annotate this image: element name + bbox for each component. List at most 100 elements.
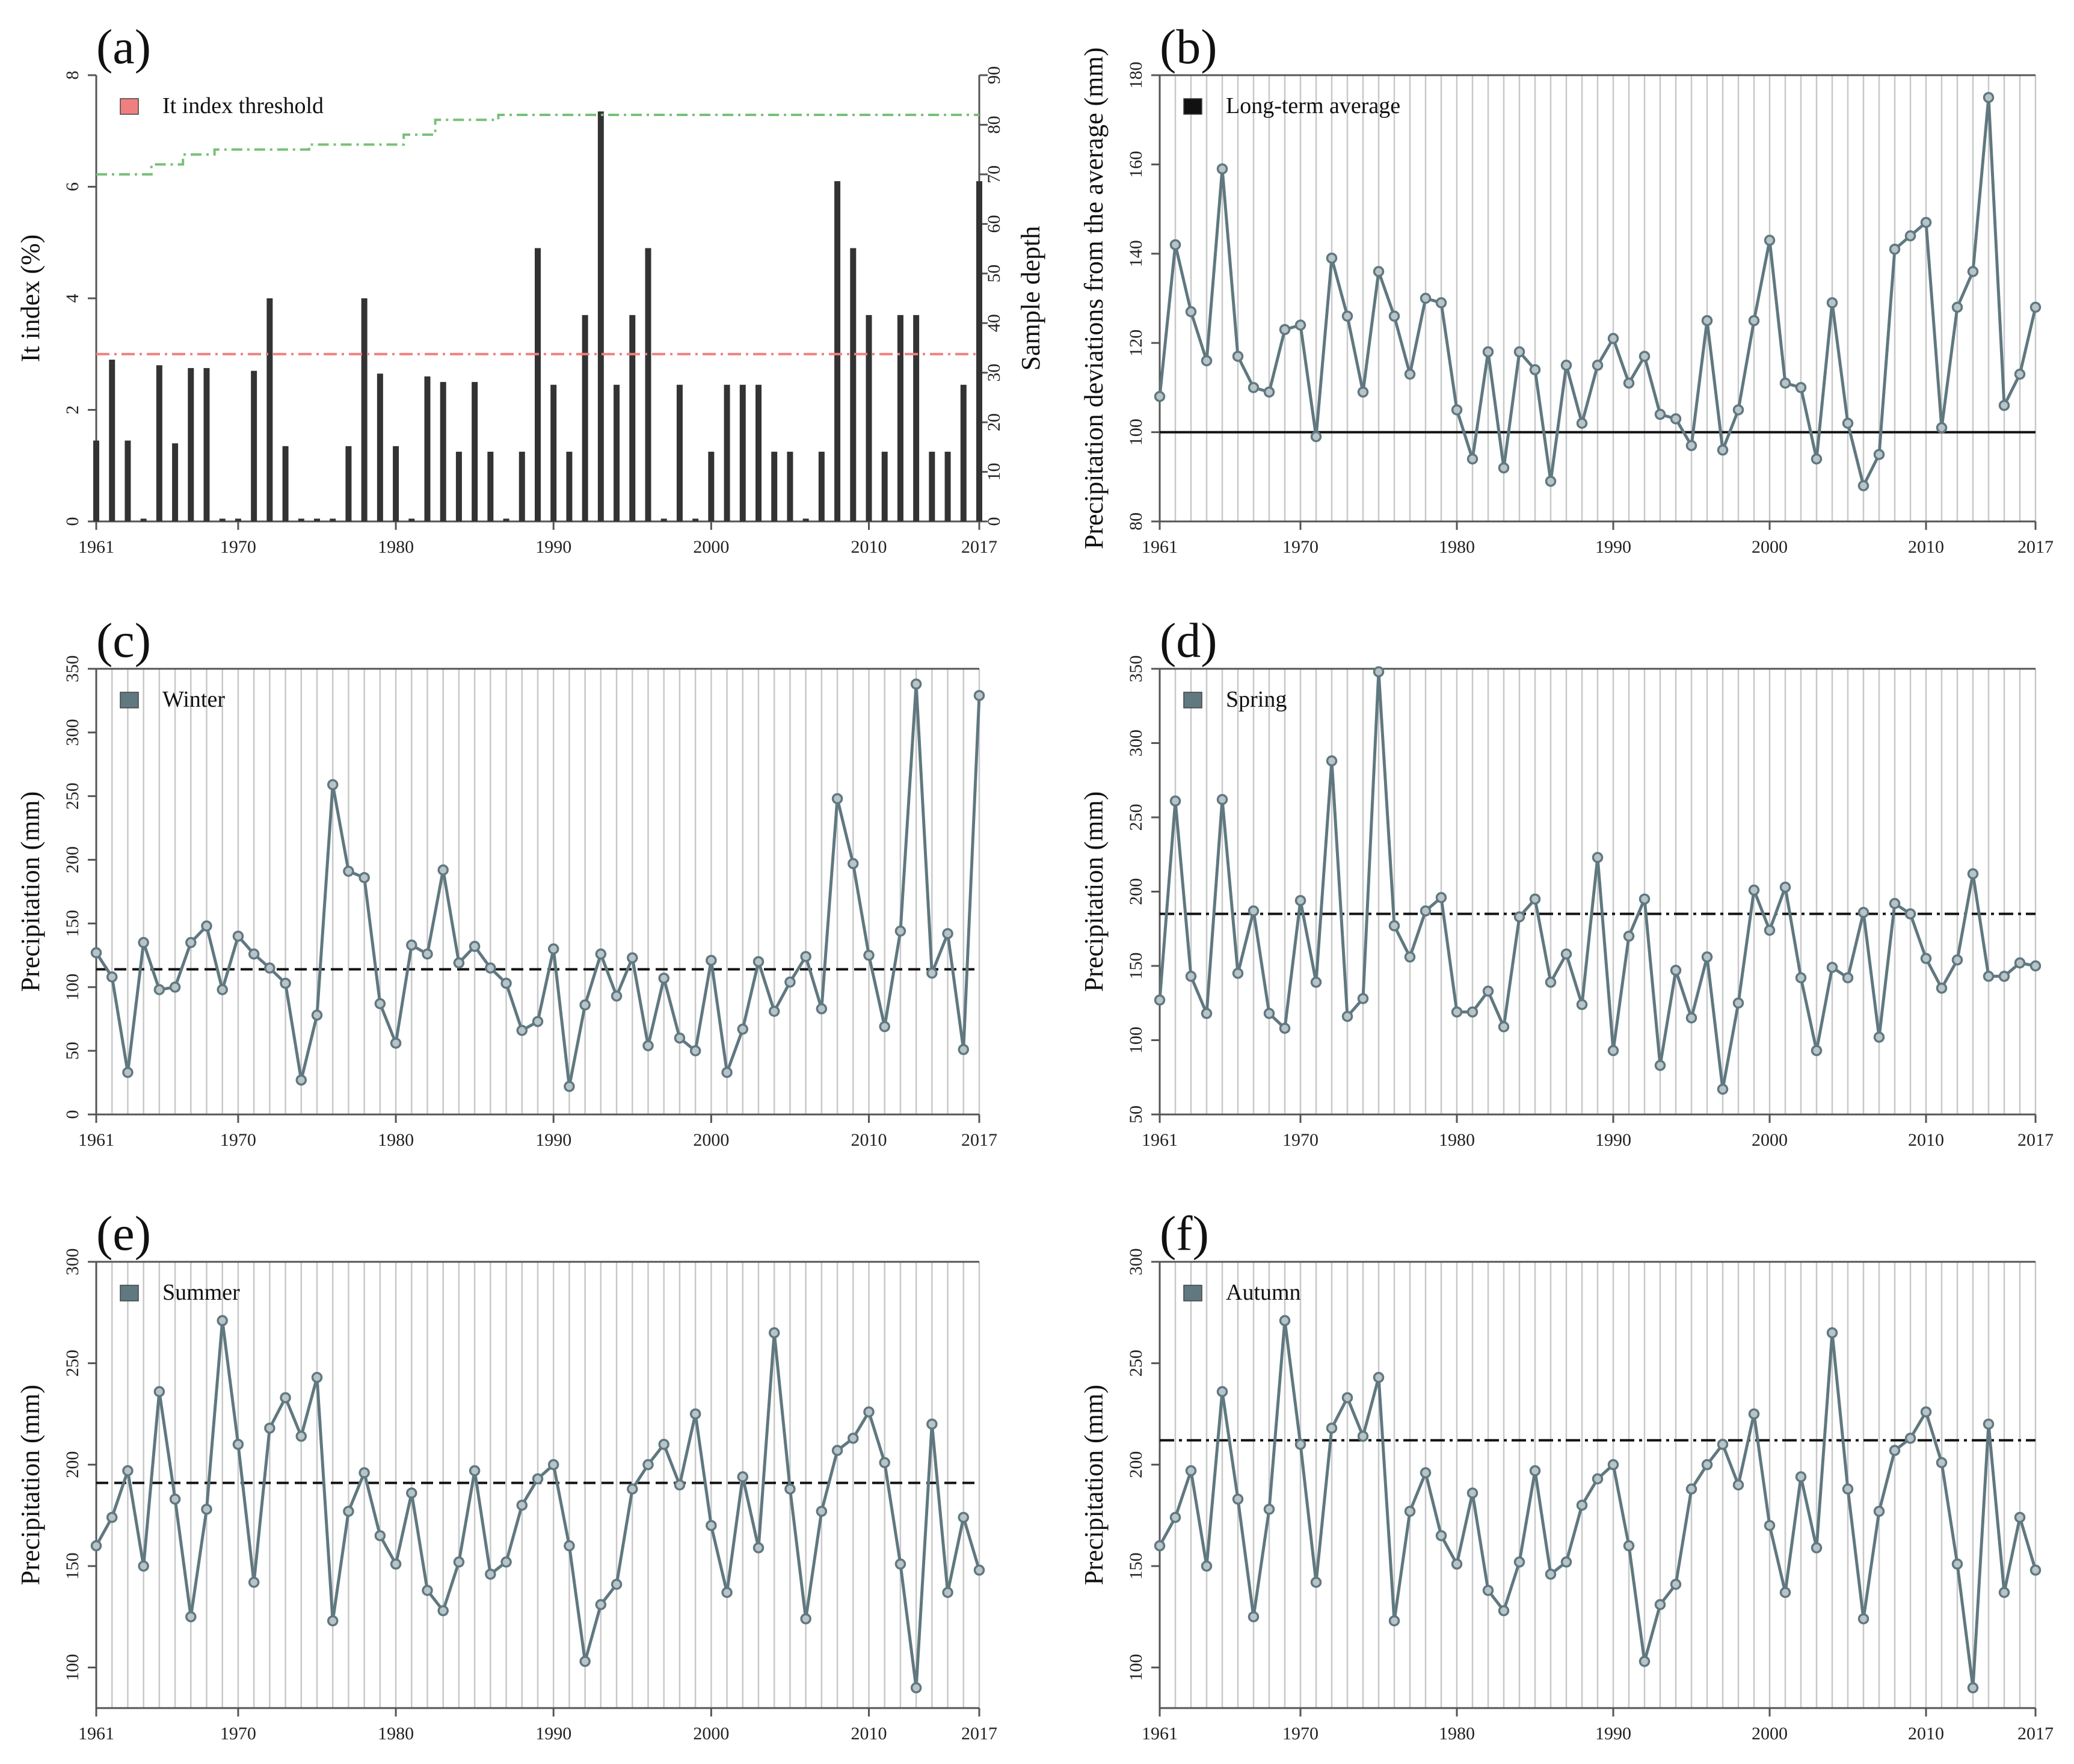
panel-label: (e): [96, 1206, 151, 1261]
data-point: [1983, 971, 1995, 982]
data-bar: [771, 452, 778, 521]
data-point: [453, 1556, 465, 1568]
data-point: [564, 1081, 575, 1092]
y-axis-label: It index (%): [16, 235, 45, 363]
y-tick-label: 150: [63, 1552, 82, 1579]
x-tick-label: 1970: [220, 1724, 256, 1744]
data-bar: [614, 384, 620, 521]
data-bar: [251, 370, 257, 521]
data-bar: [172, 443, 179, 521]
x-tick-label: 2017: [2017, 537, 2054, 557]
data-bar: [913, 315, 920, 521]
data-point: [343, 1505, 354, 1517]
data-point: [327, 1615, 339, 1627]
data-bar: [455, 452, 462, 521]
y-tick-label: 250: [1126, 1350, 1146, 1377]
y-tick-label: 100: [1126, 1027, 1146, 1054]
x-tick-label: 1961: [1142, 537, 1178, 557]
data-point: [1232, 1493, 1244, 1505]
data-point: [1216, 794, 1228, 805]
x-tick-label: 2010: [1908, 1130, 1944, 1150]
data-point: [642, 1040, 654, 1051]
data-point: [1498, 1605, 1510, 1617]
data-point: [942, 1587, 953, 1599]
data-point: [674, 1479, 686, 1491]
y2-tick-label: 0: [984, 517, 1004, 526]
y2-tick-label: 10: [984, 463, 1004, 481]
data-point: [2029, 1564, 2042, 1576]
data-point: [1998, 399, 2010, 411]
data-point: [1811, 453, 1823, 465]
data-point: [1529, 1465, 1541, 1477]
data-point: [264, 962, 275, 974]
data-bar: [266, 298, 273, 521]
data-bar: [582, 315, 588, 521]
data-point: [280, 977, 291, 989]
data-point: [1857, 906, 1869, 918]
x-tick-label: 1961: [78, 537, 114, 557]
y-tick-label: 2: [63, 405, 82, 414]
data-point: [1482, 985, 1494, 997]
data-point: [1201, 355, 1213, 367]
legend-swatch: [120, 692, 139, 708]
panel-f: (f) 100 150 200 250 300 Precipitation (mm) 1961…: [1079, 1206, 2054, 1744]
panel-b: (b) 80 100 120 140 160 180 Precipitation deviat…: [1079, 19, 2054, 557]
data-point: [106, 971, 118, 983]
data-point: [1404, 1505, 1416, 1517]
data-point: [1701, 951, 1713, 963]
data-point: [1357, 993, 1369, 1004]
data-point: [863, 950, 875, 961]
data-point: [1607, 1459, 1619, 1471]
legend-label: Summer: [162, 1280, 240, 1305]
data-point: [800, 951, 811, 962]
sample-depth-line: [96, 113, 979, 176]
data-point: [1466, 1006, 1479, 1018]
legend-swatch: [120, 1285, 139, 1301]
data-point: [1873, 449, 1885, 460]
data-point: [1592, 852, 1604, 863]
y-tick-label: 250: [63, 1350, 82, 1377]
data-point: [784, 1483, 796, 1495]
x-tick-label: 1961: [78, 1724, 114, 1744]
y-tick-label: 100: [63, 1654, 82, 1681]
data-bar: [802, 518, 809, 521]
data-point: [579, 1656, 591, 1667]
data-bar: [518, 452, 525, 521]
data-point: [1482, 346, 1494, 358]
data-point: [532, 1473, 544, 1485]
data-bar: [881, 452, 888, 521]
data-point: [1248, 382, 1260, 393]
data-point: [1232, 351, 1244, 362]
data-bar: [361, 298, 368, 521]
data-point: [1748, 884, 1760, 896]
data-point: [185, 1611, 197, 1623]
data-bar: [156, 365, 162, 521]
data-point: [264, 1422, 275, 1434]
data-point: [1795, 382, 1807, 393]
data-point: [1826, 962, 1838, 973]
data-point: [516, 1499, 528, 1511]
data-point: [1560, 360, 1572, 371]
data-point: [500, 1556, 512, 1568]
data-bar: [739, 384, 746, 521]
data-point: [910, 1682, 922, 1694]
data-point: [1420, 1467, 1432, 1479]
data-point: [138, 1560, 149, 1572]
data-point: [1967, 868, 1979, 880]
data-point: [469, 941, 481, 952]
x-tick-label: 1970: [220, 1130, 256, 1150]
data-point: [1154, 1540, 1166, 1552]
data-point: [658, 1439, 669, 1450]
x-tick-label: 1970: [220, 537, 256, 557]
data-point: [674, 1032, 686, 1044]
data-point: [1404, 368, 1416, 380]
x-tick-label: 1990: [535, 537, 571, 557]
data-point: [816, 1505, 828, 1517]
data-point: [311, 1009, 323, 1021]
data-bar: [550, 384, 557, 521]
data-point: [1873, 1505, 1885, 1517]
data-point: [1326, 755, 1338, 767]
data-point: [1420, 292, 1432, 304]
data-point: [1373, 266, 1385, 277]
data-point: [1341, 1392, 1353, 1404]
